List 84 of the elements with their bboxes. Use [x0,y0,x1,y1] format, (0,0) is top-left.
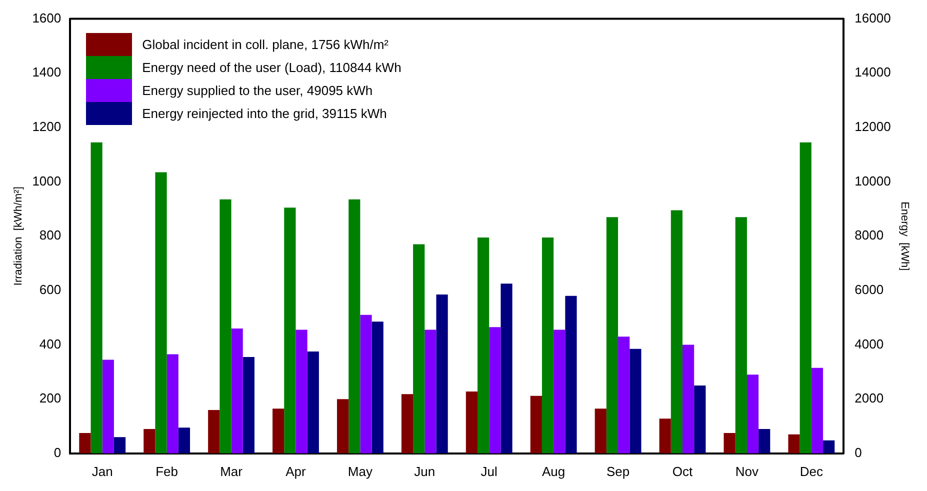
y2-tick-label: 16000 [854,10,891,26]
x-tick-label: Jan [92,464,113,479]
bar [694,385,706,454]
y-tick-label: 0 [54,444,62,460]
bar [478,237,490,454]
y2-tick-label: 4000 [854,336,884,352]
bar [489,327,501,454]
x-tick-label: Mar [220,464,244,479]
bar [401,394,414,454]
bar [231,328,243,454]
bar [823,440,835,454]
x-tick-label: Jun [414,464,436,479]
x-tick-label: Sep [606,464,630,479]
y2-tick-label: 14000 [854,64,891,80]
bar [565,296,577,454]
legend-label: Energy need of the user (Load), 110844 kWh [142,60,402,75]
bar [307,352,319,454]
legend-label: Energy supplied to the user, 49095 kWh [142,82,373,98]
y-axis-title: Irradiation [kWh/m²] [12,186,25,286]
y-tick-label: 1000 [32,173,62,188]
bar [372,322,384,454]
bar [466,391,478,454]
bar [788,434,800,454]
x-tick-label: Dec [800,464,824,479]
y-tick-label: 800 [39,228,62,243]
bar [348,199,360,454]
bar [155,172,167,454]
bar [724,433,736,454]
y2-tick-label: 6000 [854,282,884,298]
y-tick-label: 1600 [32,10,62,26]
x-tick-label: Jul [480,464,498,479]
bar [90,142,102,454]
legend-label: Energy reinjected into the grid, 39115 kWh [142,106,387,121]
x-tick-label: May [348,464,373,479]
bar [682,344,694,454]
bar [542,237,554,454]
bar [594,408,606,454]
y2-tick-label: 10000 [854,173,891,188]
y-tick-label: 200 [39,390,62,406]
y2-tick-label: 8000 [854,228,884,243]
bar [284,208,296,454]
bar [272,408,284,454]
x-tick-label: Nov [735,464,760,479]
bar [735,217,747,454]
bar [208,410,220,454]
bar [242,356,254,454]
bar [166,354,178,454]
x-tick-label: Apr [286,464,307,479]
bar [296,330,308,454]
y2-axis-title: Energy [kWh] [898,202,910,271]
bar [659,418,671,454]
x-tick-label: Aug [542,464,566,479]
bar [758,428,770,454]
bar [618,336,630,454]
bar [336,399,349,454]
bar [746,374,759,454]
x-tick-label: Oct [672,464,693,479]
x-tick-label: Feb [156,464,178,479]
bar [178,428,190,454]
bar [436,294,448,454]
y2-tick-label: 12000 [854,119,891,134]
bar [554,330,566,454]
bar [630,348,642,454]
bar [360,314,372,454]
y2-tick-label: 2000 [854,390,884,406]
bar [811,368,824,454]
bar [424,330,436,454]
bar [79,433,91,454]
bar [800,142,812,454]
bar [102,360,114,454]
bar [114,437,126,454]
bar [413,244,425,454]
y-tick-label: 1400 [32,64,62,80]
y-tick-label: 600 [39,282,62,298]
legend-label: Global incident in coll. plane, 1756 kWh/m² [142,36,389,52]
y2-tick-label: 0 [854,444,862,460]
bar [500,284,512,454]
bar [220,199,232,454]
bar [530,396,542,454]
bar [144,428,156,454]
y-tick-label: 1200 [32,119,62,134]
y-tick-label: 400 [39,336,62,352]
bar [670,210,682,454]
bar [606,217,618,454]
